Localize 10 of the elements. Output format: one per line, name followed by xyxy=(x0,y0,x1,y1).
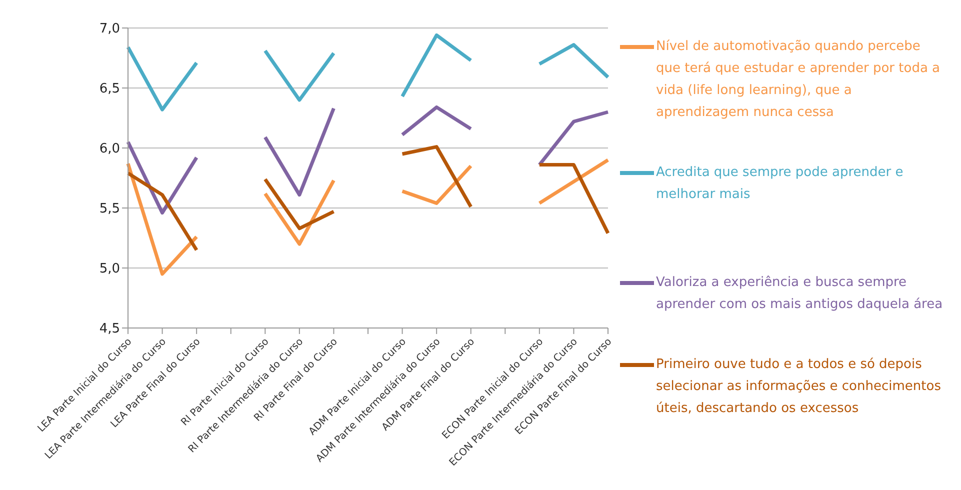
y-tick-label: 6,5 xyxy=(99,82,120,97)
y-tick-label: 5,0 xyxy=(99,262,120,277)
y-tick-label: 4,5 xyxy=(99,322,120,337)
legend-label: Primeiro ouve tudo e a todos e só depois selecionar as informações e conhecimentos úteis, descartando os excessos xyxy=(656,356,942,418)
legend-label: Valoriza a experiência e busca sempre aprender com os mais antigos daquela área xyxy=(656,274,944,314)
y-tick-label: 5,5 xyxy=(99,202,120,217)
legend-label: Acredita que sempre pode aprender e melhorar mais xyxy=(656,164,904,204)
y-tick-label: 7,0 xyxy=(99,22,120,37)
y-tick-label: 6,0 xyxy=(99,142,120,157)
legend-label: Nível de automotivação quando percebe que terá que estudar e aprender por toda a vida (life long learning), que a aprendizagem nunca cessa xyxy=(656,38,942,122)
